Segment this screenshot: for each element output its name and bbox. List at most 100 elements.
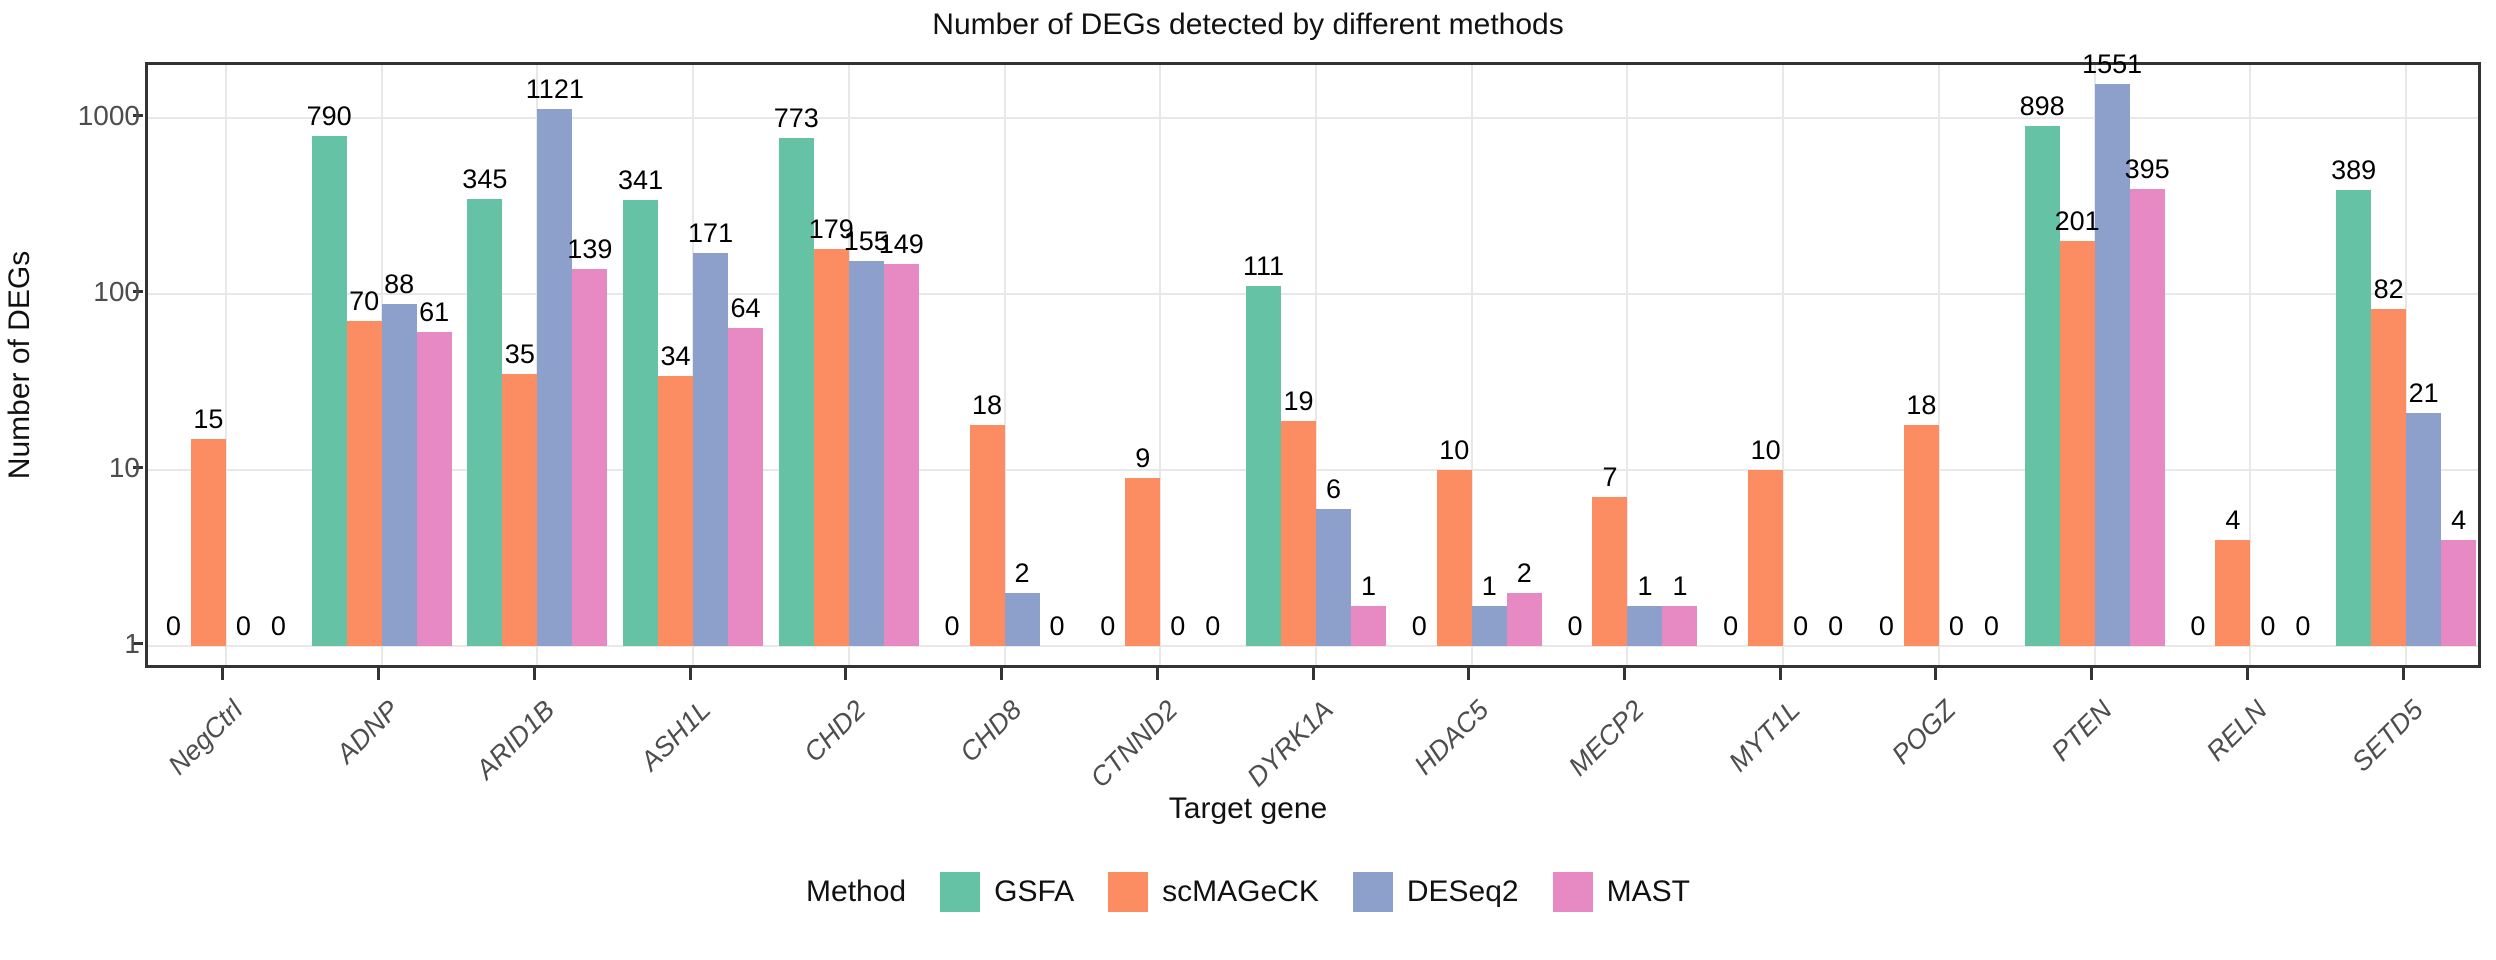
bar-scMAGeCK-NegCtrl xyxy=(190,439,226,646)
h-gridline xyxy=(148,645,2478,647)
bar-value-label: 0 xyxy=(1411,611,1427,641)
bar-scMAGeCK-SETD5 xyxy=(2371,309,2407,646)
x-tick-label: ADNP xyxy=(330,694,405,769)
y-tick-label: 1000 xyxy=(77,100,140,131)
legend-title: Method xyxy=(806,875,907,908)
bar-GSFA-ARID1B xyxy=(467,199,503,646)
bar-value-label: 395 xyxy=(2124,153,2170,184)
bar-MAST-CHD2 xyxy=(883,263,919,646)
bar-value-label: 0 xyxy=(1948,611,1964,641)
h-gridline xyxy=(148,293,2478,295)
bar-value-label: 341 xyxy=(618,165,664,196)
bar-value-label: 171 xyxy=(688,217,734,248)
bar-GSFA-PTEN xyxy=(2024,126,2060,646)
y-tick-mark xyxy=(133,466,143,469)
v-gridline xyxy=(1626,65,1629,665)
bar-value-label: 64 xyxy=(730,293,761,324)
v-gridline xyxy=(1315,65,1317,665)
bar-MAST-ADNP xyxy=(416,331,452,646)
bar-value-label: 790 xyxy=(306,101,352,132)
bar-MAST-MECP2 xyxy=(1662,605,1698,646)
bar-MAST-DYRK1A xyxy=(1351,605,1386,646)
bar-DESeq2-CHD8 xyxy=(1004,593,1040,646)
bar-value-label: 111 xyxy=(1242,251,1285,282)
x-tick-mark xyxy=(2245,668,2249,680)
bar-value-label: 61 xyxy=(419,296,450,327)
bar-value-label: 0 xyxy=(1983,611,1999,641)
bar-value-label: 35 xyxy=(504,339,535,370)
bar-value-label: 0 xyxy=(944,611,960,641)
bar-value-label: 0 xyxy=(235,611,251,641)
bar-value-label: 7 xyxy=(1602,462,1618,493)
bar-value-label: 1551 xyxy=(2082,49,2143,80)
bar-scMAGeCK-MYT1L xyxy=(1748,470,1784,646)
x-tick-label: POGZ xyxy=(1886,694,1962,770)
bar-DESeq2-PTEN xyxy=(2094,84,2130,646)
bar-value-label: 1 xyxy=(1360,570,1377,601)
x-tick-mark xyxy=(1622,668,1626,680)
y-tick-label: 1 xyxy=(124,628,140,659)
legend-item-label: MAST xyxy=(1606,875,1690,908)
legend-item-MAST: MAST xyxy=(1552,872,1690,912)
v-gridline xyxy=(1937,65,1940,665)
x-tick-mark xyxy=(2090,668,2094,680)
x-tick-mark xyxy=(1934,668,1938,680)
bar-scMAGeCK-DYRK1A xyxy=(1281,420,1316,646)
x-tick-label: NegCtrl xyxy=(162,694,249,781)
x-tick-mark xyxy=(377,668,381,680)
bar-scMAGeCK-ADNP xyxy=(346,321,382,646)
bar-scMAGeCK-POGZ xyxy=(1903,425,1939,646)
bar-value-label: 9 xyxy=(1135,443,1151,474)
legend-swatch-MAST xyxy=(1552,872,1593,912)
h-gridline xyxy=(148,117,2478,119)
bar-DESeq2-MECP2 xyxy=(1627,605,1663,646)
y-tick-label: 100 xyxy=(93,276,140,307)
x-tick-label: DYRK1A xyxy=(1241,694,1339,793)
legend-item-label: DESeq2 xyxy=(1406,875,1519,908)
bar-value-label: 0 xyxy=(2260,611,2276,641)
bar-value-label: 2 xyxy=(1014,558,1030,589)
bar-value-label: 70 xyxy=(349,286,380,317)
x-tick-label: CHD8 xyxy=(954,694,1028,768)
v-gridline xyxy=(2249,65,2252,665)
bar-value-label: 4 xyxy=(2225,505,2241,536)
v-gridline xyxy=(224,65,227,665)
bar-scMAGeCK-ASH1L xyxy=(658,376,694,646)
bar-MAST-ASH1L xyxy=(728,328,764,646)
x-tick-label: HDAC5 xyxy=(1408,694,1495,781)
bar-scMAGeCK-ARID1B xyxy=(502,374,538,646)
legend-swatch-GSFA xyxy=(940,872,981,912)
x-tick-label: CTNND2 xyxy=(1084,694,1184,794)
x-tick-label: MECP2 xyxy=(1563,694,1651,782)
bar-value-label: 88 xyxy=(384,268,415,299)
bar-DESeq2-HDAC5 xyxy=(1471,605,1507,646)
bar-value-label: 155 xyxy=(843,225,889,256)
bar-DESeq2-ARID1B xyxy=(537,109,573,646)
legend-item-scMAGeCK: scMAGeCK xyxy=(1108,872,1319,912)
bar-scMAGeCK-MECP2 xyxy=(1592,497,1628,646)
bar-value-label: 139 xyxy=(567,233,613,264)
bar-value-label: 179 xyxy=(808,214,854,245)
bar-value-label: 0 xyxy=(2295,611,2311,641)
legend-swatch-scMAGeCK xyxy=(1108,872,1149,912)
bar-value-label: 0 xyxy=(270,611,286,641)
bar-scMAGeCK-PTEN xyxy=(2059,240,2095,646)
bar-DESeq2-ASH1L xyxy=(693,252,729,646)
bar-value-label: 15 xyxy=(193,404,224,434)
bar-MAST-ARID1B xyxy=(572,268,608,646)
x-tick-mark xyxy=(1155,668,1159,680)
bar-value-label: 18 xyxy=(1906,390,1937,421)
bar-value-label: 0 xyxy=(2190,611,2206,641)
bar-value-label: 0 xyxy=(1878,611,1894,641)
bar-value-label: 0 xyxy=(1567,611,1583,641)
x-tick-label: SETD5 xyxy=(2346,694,2429,778)
bar-value-label: 82 xyxy=(2373,274,2404,305)
bar-value-label: 19 xyxy=(1283,385,1314,416)
bar-DESeq2-SETD5 xyxy=(2406,413,2442,646)
bar-value-label: 10 xyxy=(1750,435,1781,465)
v-gridline xyxy=(2405,65,2408,665)
bar-GSFA-DYRK1A xyxy=(1246,286,1281,646)
legend-swatch-DESeq2 xyxy=(1352,872,1393,912)
x-tick-label: CHD2 xyxy=(798,694,872,768)
x-axis-title: Target gene xyxy=(1168,792,1328,825)
